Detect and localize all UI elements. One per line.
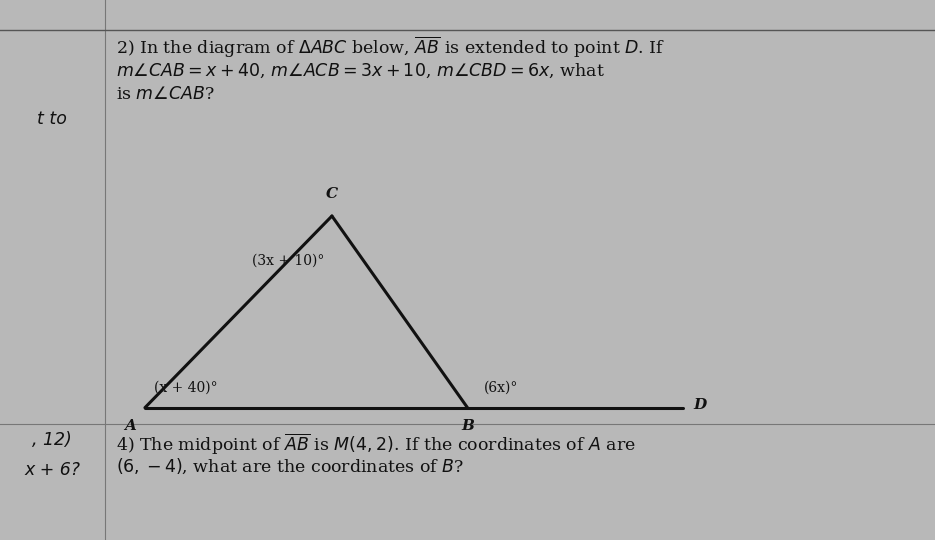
Text: B: B xyxy=(461,418,474,433)
Text: D: D xyxy=(694,398,707,412)
Text: C: C xyxy=(326,187,338,201)
Text: $(6, -4)$, what are the coordinates of $B$?: $(6, -4)$, what are the coordinates of $… xyxy=(116,456,464,476)
Text: t to: t to xyxy=(37,110,67,128)
Text: A: A xyxy=(123,418,136,433)
Text: (6x)°: (6x)° xyxy=(484,380,519,394)
Text: $m\angle CAB = x + 40$, $m\angle ACB = 3x + 10$, $m\angle CBD = 6x$, what: $m\angle CAB = x + 40$, $m\angle ACB = 3… xyxy=(116,62,605,80)
Text: (x + 40)°: (x + 40)° xyxy=(154,380,218,394)
Text: , 12): , 12) xyxy=(33,431,72,449)
Text: 2) In the diagram of $\Delta ABC$ below, $\overline{AB}$ is extended to point $D: 2) In the diagram of $\Delta ABC$ below,… xyxy=(116,35,666,60)
Text: is $m\angle CAB$?: is $m\angle CAB$? xyxy=(116,86,215,103)
Text: x + 6?: x + 6? xyxy=(24,461,80,479)
Text: (3x + 10)°: (3x + 10)° xyxy=(252,254,324,268)
Text: 4) The midpoint of $\overline{AB}$ is $M(4, 2)$. If the coordinates of $A$ are: 4) The midpoint of $\overline{AB}$ is $M… xyxy=(116,432,636,457)
